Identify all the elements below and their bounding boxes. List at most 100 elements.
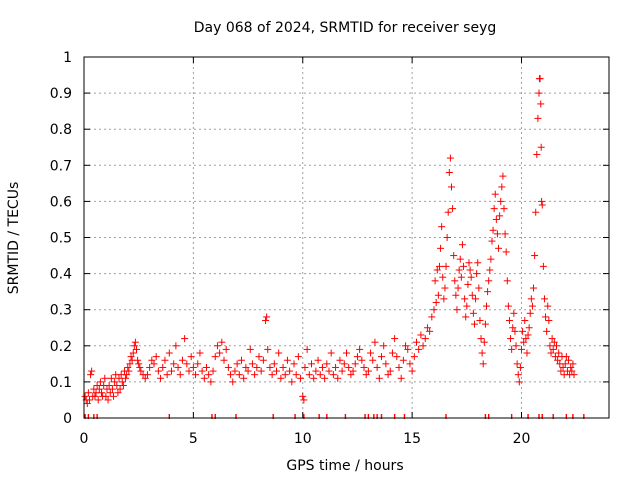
grid-lines [84,57,609,418]
data-point [189,363,197,371]
data-point [371,338,379,346]
data-point [133,345,140,353]
data-point [126,360,134,368]
data-point [442,262,450,270]
data-point [402,342,410,350]
data-point [441,284,449,292]
data-point [96,378,104,386]
y-tick-label: 0.9 [50,86,72,102]
data-point [303,345,311,353]
data-point [213,342,221,350]
data-point [244,367,252,375]
data-point [174,363,182,371]
data-point [332,363,340,371]
data-point [123,371,131,379]
data-point [550,338,558,346]
data-point [534,114,542,122]
data-point [373,363,381,371]
data-point [157,374,165,382]
data-point [131,338,139,346]
data-point [542,313,550,321]
data-point [485,277,493,285]
data-point [154,367,162,375]
data-point [467,273,475,281]
data-point [451,277,459,285]
data-point [329,371,337,379]
x-tick-label: 5 [189,431,198,447]
data-point [283,356,291,364]
data-point [110,392,118,400]
data-point [255,353,263,361]
data-point [159,363,167,371]
data-point [301,363,309,371]
data-point [375,374,383,382]
data-point [310,374,318,382]
data-point [421,335,429,343]
data-point [290,360,298,368]
data-point [207,378,215,386]
data-point [351,360,359,368]
data-point [443,234,451,241]
data-point [483,302,490,310]
data-point [509,324,517,332]
data-point [216,349,224,357]
data-point [141,374,149,382]
data-point [480,338,488,346]
data-point [165,349,173,357]
data-point [568,367,576,375]
data-point [114,389,122,397]
data-point [488,237,496,245]
data-point [91,392,99,400]
data-point [567,363,575,371]
data-point [462,313,470,321]
data-point [148,356,156,364]
data-point [170,360,178,368]
data-point [135,360,143,368]
y-tick-label: 0 [63,411,72,427]
data-point [205,371,213,379]
data-point [455,266,463,274]
data-point [430,306,438,314]
data-point [356,345,364,353]
data-point [439,273,447,281]
data-point [453,306,461,314]
data-point [111,378,119,386]
data-point [458,241,466,249]
data-point [449,205,457,213]
data-point [192,371,200,379]
data-point [406,360,414,368]
data-point [474,259,482,267]
data-point [264,345,272,353]
data-point [470,320,478,328]
data-point [353,353,361,361]
data-point [384,371,392,379]
data-point [386,367,394,375]
data-point [93,382,101,390]
data-point [382,360,390,368]
data-point [450,252,458,260]
data-points [81,75,578,408]
y-tick-label: 0.8 [50,122,72,138]
y-tick-label: 0.2 [50,339,72,355]
data-point [493,230,501,238]
data-point [539,262,547,270]
data-point [98,389,105,397]
data-point [500,205,508,213]
data-point [435,262,443,270]
data-point [209,367,217,375]
data-point [308,360,315,368]
data-point [526,309,534,317]
data-point [106,389,114,397]
data-point [468,291,476,299]
data-point [537,100,545,108]
data-point [176,371,184,379]
data-point [477,335,485,343]
data-point [511,327,519,335]
data-point [286,367,294,375]
data-point [125,367,133,375]
data-point [136,363,144,371]
data-point [551,353,559,361]
data-point [360,363,368,371]
data-point [505,317,513,325]
data-point [94,396,102,404]
